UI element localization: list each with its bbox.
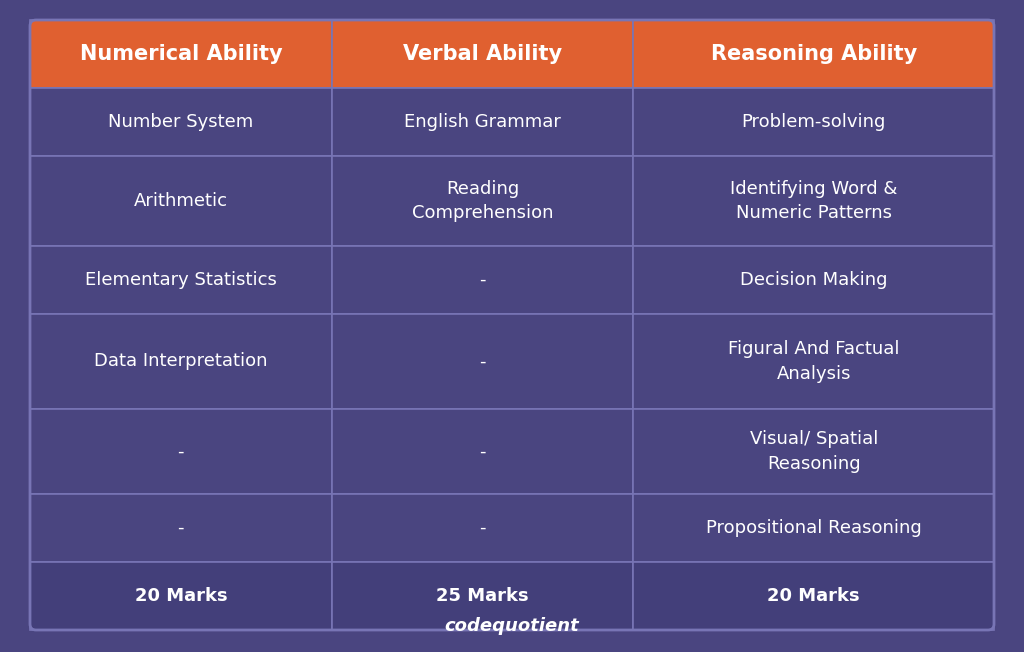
FancyBboxPatch shape <box>332 562 634 630</box>
Text: -: - <box>479 443 485 460</box>
Text: Visual/ Spatial
Reasoning: Visual/ Spatial Reasoning <box>750 430 878 473</box>
FancyBboxPatch shape <box>30 314 332 409</box>
FancyBboxPatch shape <box>30 156 332 246</box>
Text: 20 Marks: 20 Marks <box>767 587 860 605</box>
Text: Propositional Reasoning: Propositional Reasoning <box>706 519 922 537</box>
FancyBboxPatch shape <box>332 494 634 562</box>
FancyBboxPatch shape <box>30 88 332 156</box>
Text: 20 Marks: 20 Marks <box>134 587 227 605</box>
Text: -: - <box>479 353 485 370</box>
Text: -: - <box>177 443 184 460</box>
FancyBboxPatch shape <box>332 88 634 156</box>
Text: Figural And Factual
Analysis: Figural And Factual Analysis <box>728 340 899 383</box>
Text: Verbal Ability: Verbal Ability <box>403 44 562 64</box>
FancyBboxPatch shape <box>30 409 332 494</box>
FancyBboxPatch shape <box>634 409 994 494</box>
FancyBboxPatch shape <box>332 20 634 88</box>
FancyBboxPatch shape <box>634 88 994 156</box>
FancyBboxPatch shape <box>30 20 332 88</box>
FancyBboxPatch shape <box>634 314 994 409</box>
FancyBboxPatch shape <box>30 246 332 314</box>
FancyBboxPatch shape <box>634 246 994 314</box>
Text: Reasoning Ability: Reasoning Ability <box>711 44 916 64</box>
FancyBboxPatch shape <box>634 494 994 562</box>
FancyBboxPatch shape <box>634 20 994 88</box>
Text: Identifying Word &
Numeric Patterns: Identifying Word & Numeric Patterns <box>730 180 897 222</box>
Text: Elementary Statistics: Elementary Statistics <box>85 271 276 289</box>
FancyBboxPatch shape <box>332 156 634 246</box>
FancyBboxPatch shape <box>634 562 994 630</box>
FancyBboxPatch shape <box>332 314 634 409</box>
Text: -: - <box>177 519 184 537</box>
Text: Numerical Ability: Numerical Ability <box>80 44 283 64</box>
Text: English Grammar: English Grammar <box>404 113 561 131</box>
Text: Data Interpretation: Data Interpretation <box>94 353 267 370</box>
FancyBboxPatch shape <box>30 562 332 630</box>
FancyBboxPatch shape <box>332 246 634 314</box>
FancyBboxPatch shape <box>332 409 634 494</box>
FancyBboxPatch shape <box>30 494 332 562</box>
Text: codequotient: codequotient <box>444 617 580 635</box>
Text: -: - <box>479 519 485 537</box>
Text: Number System: Number System <box>109 113 254 131</box>
Text: Decision Making: Decision Making <box>740 271 888 289</box>
Text: Reading
Comprehension: Reading Comprehension <box>412 180 553 222</box>
Text: Problem-solving: Problem-solving <box>741 113 886 131</box>
Text: Arithmetic: Arithmetic <box>134 192 228 210</box>
FancyBboxPatch shape <box>634 156 994 246</box>
Text: -: - <box>479 271 485 289</box>
Text: 25 Marks: 25 Marks <box>436 587 529 605</box>
